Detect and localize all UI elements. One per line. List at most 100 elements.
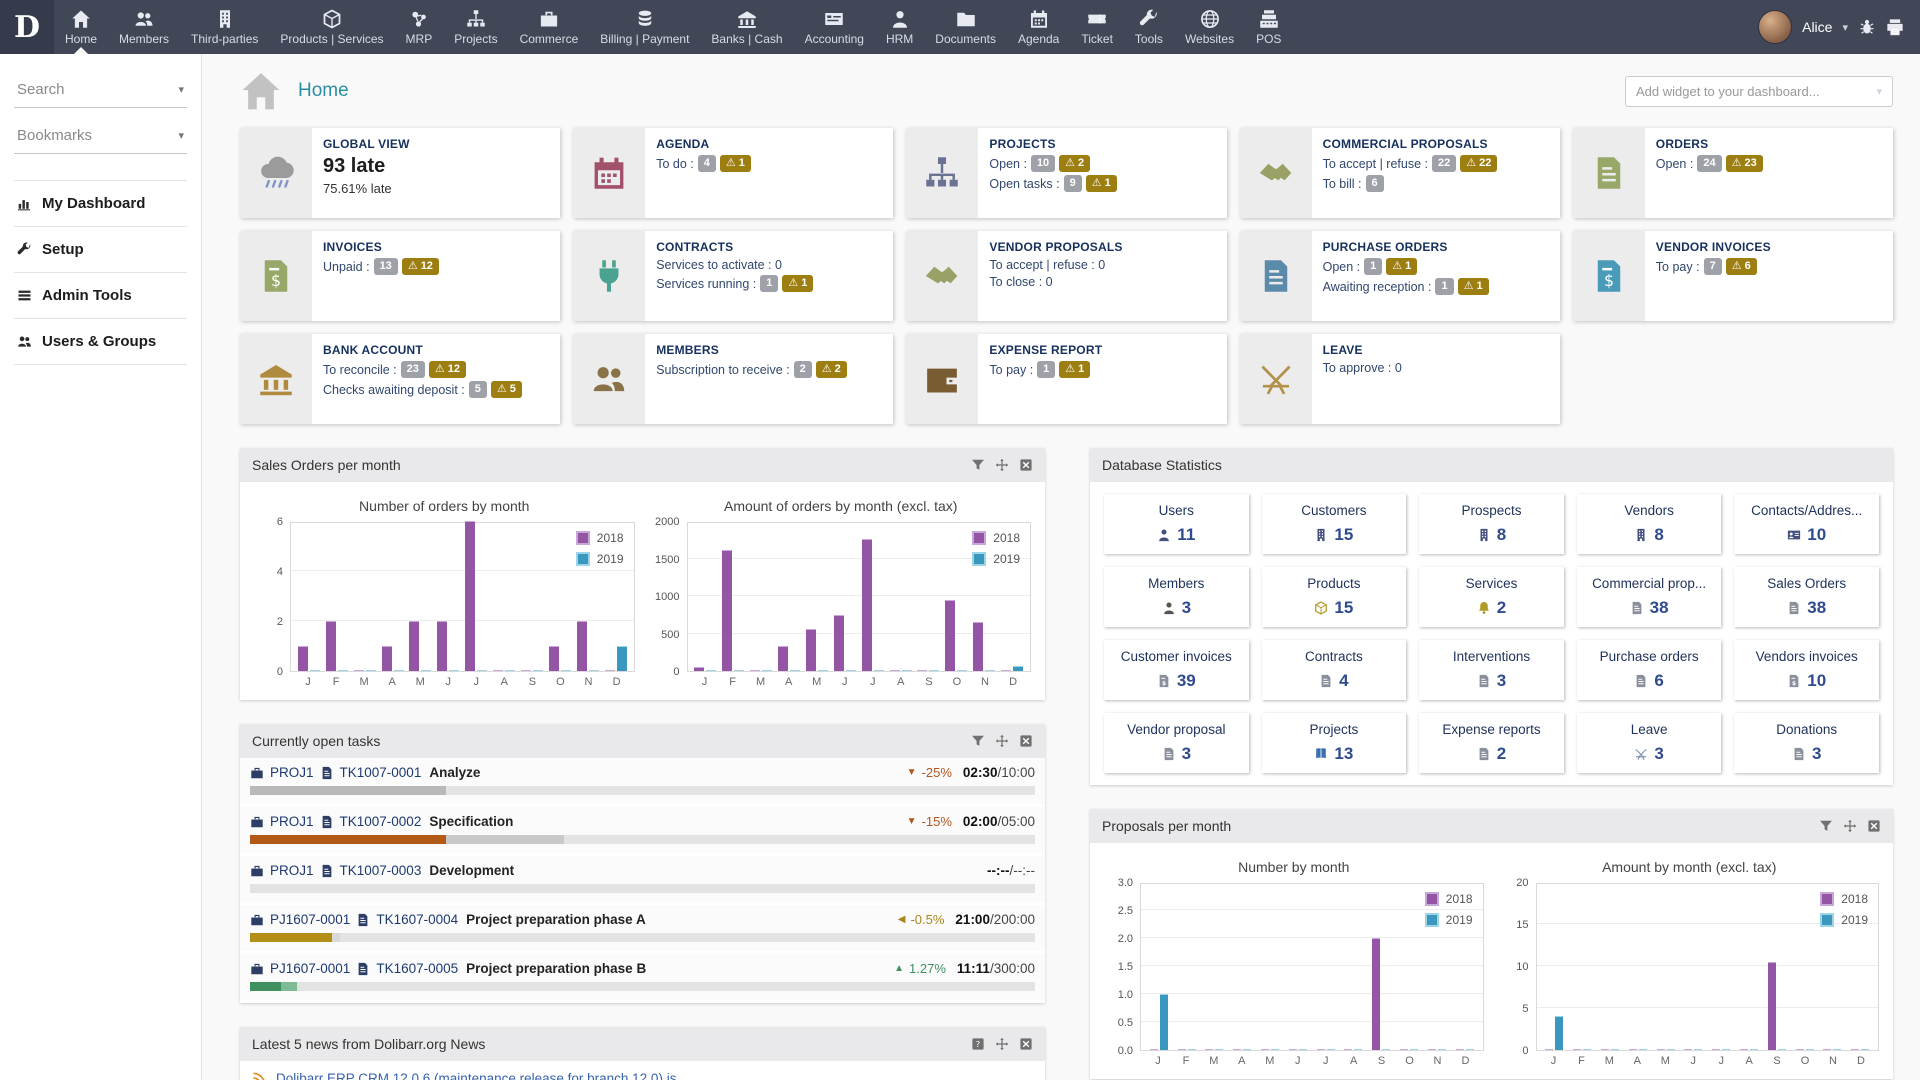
- user-avatar[interactable]: [1758, 10, 1793, 44]
- stat-box-leave[interactable]: Leave 3: [1576, 713, 1722, 773]
- stat-box-interventions[interactable]: Interventions 3: [1419, 640, 1564, 700]
- stat-box-prospects[interactable]: Prospects 8: [1419, 494, 1564, 554]
- widget-leave[interactable]: LEAVE To approve : 0: [1239, 334, 1560, 424]
- bar-group: [518, 670, 546, 671]
- move-icon[interactable]: [995, 458, 1009, 472]
- y-tick-label: 2000: [655, 516, 680, 528]
- gridline: [1141, 909, 1483, 910]
- nav-item-websites[interactable]: Websites: [1174, 0, 1245, 54]
- nav-item-third-parties[interactable]: Third-parties: [180, 0, 269, 54]
- nav-item-billing-payment[interactable]: Billing | Payment: [589, 0, 700, 54]
- widget-global-view[interactable]: GLOBAL VIEW 93 late 75.61% late: [240, 128, 561, 218]
- nav-item-agenda[interactable]: Agenda: [1007, 0, 1070, 54]
- widget-contracts[interactable]: CONTRACTS Services to activate : 0 Service…: [573, 231, 894, 321]
- move-icon[interactable]: [995, 1037, 1009, 1051]
- close-icon[interactable]: [1867, 819, 1881, 833]
- task-ref-link[interactable]: TK1007-0002: [339, 814, 422, 829]
- app-logo[interactable]: D: [0, 0, 54, 54]
- nav-item-commerce[interactable]: Commerce: [509, 0, 590, 54]
- nav-item-accounting[interactable]: Accounting: [794, 0, 875, 54]
- task-ref-link[interactable]: TK1007-0003: [339, 863, 422, 878]
- nav-item-pos[interactable]: POS: [1245, 0, 1292, 54]
- bar-2019: [1298, 1049, 1307, 1050]
- stat-box-projects[interactable]: Projects 13: [1261, 713, 1407, 773]
- nav-item-documents[interactable]: Documents: [924, 0, 1007, 54]
- sidebar-item-my-dashboard[interactable]: My Dashboard: [14, 181, 187, 227]
- task-ref-link[interactable]: TK1607-0005: [376, 961, 459, 976]
- search-dropdown[interactable]: Search ▾: [14, 72, 187, 108]
- stat-box-vendors[interactable]: Vendors 8: [1576, 494, 1722, 554]
- nav-item-tools[interactable]: Tools: [1124, 0, 1174, 54]
- nav-item-home[interactable]: Home: [54, 0, 108, 54]
- nav-item-ticket[interactable]: Ticket: [1070, 0, 1124, 54]
- widget-invoices[interactable]: INVOICES Unpaid :13 ⚠ 12: [240, 231, 561, 321]
- stat-box-services[interactable]: Services 2: [1419, 567, 1564, 627]
- task-project-link[interactable]: PROJ1: [270, 863, 314, 878]
- stat-box-expense-reports[interactable]: Expense reports 2: [1419, 713, 1564, 773]
- task-row: PROJ1 TK1007-0003 Development --:--/--:--: [240, 856, 1045, 905]
- stat-box-customers[interactable]: Customers 15: [1261, 494, 1407, 554]
- widget-title: VENDOR PROPOSALS: [989, 240, 1123, 254]
- widget-commercial-proposals[interactable]: COMMERCIAL PROPOSALS To accept | refuse :…: [1239, 128, 1560, 218]
- stat-box-users[interactable]: Users 11: [1104, 494, 1249, 554]
- widget-line: Checks awaiting deposit :5 ⚠ 5: [323, 381, 522, 398]
- task-ref-link[interactable]: TK1607-0004: [376, 912, 459, 927]
- sidebar-item-users-groups[interactable]: Users & Groups: [14, 319, 187, 365]
- stat-box-purchase-orders[interactable]: Purchase orders 6: [1576, 640, 1722, 700]
- task-project-link[interactable]: PROJ1: [270, 765, 314, 780]
- widget-vendor-proposals[interactable]: VENDOR PROPOSALS To accept | refuse : 0 To…: [906, 231, 1227, 321]
- briefcase-icon: [250, 962, 264, 976]
- widget-expense-report[interactable]: EXPENSE REPORT To pay :1 ⚠ 1: [906, 334, 1227, 424]
- close-icon[interactable]: [1019, 458, 1033, 472]
- warning-icon: ⚠: [496, 383, 507, 395]
- widget-agenda[interactable]: AGENDA To do :4 ⚠ 1: [573, 128, 894, 218]
- close-icon[interactable]: [1019, 734, 1033, 748]
- filter-icon[interactable]: [1819, 819, 1833, 833]
- filter-icon[interactable]: [971, 734, 985, 748]
- stat-box-customer-invoices[interactable]: Customer invoices 39: [1104, 640, 1249, 700]
- stat-box-members[interactable]: Members 3: [1104, 567, 1249, 627]
- widget-orders[interactable]: ORDERS Open :24 ⚠ 23: [1572, 128, 1893, 218]
- move-icon[interactable]: [995, 734, 1009, 748]
- count-badge: 1: [1037, 361, 1056, 378]
- nav-item-projects[interactable]: Projects: [443, 0, 508, 54]
- nav-item-banks-cash[interactable]: Banks | Cash: [700, 0, 793, 54]
- sidebar-item-setup[interactable]: Setup: [14, 227, 187, 273]
- user-name[interactable]: Alice: [1802, 19, 1833, 35]
- stat-number: 6: [1654, 671, 1664, 690]
- stat-box-contacts-addres[interactable]: Contacts/Addres... 10: [1734, 494, 1879, 554]
- move-icon[interactable]: [1843, 819, 1857, 833]
- printer-icon[interactable]: [1886, 18, 1904, 36]
- stat-box-sales-orders[interactable]: Sales Orders 38: [1734, 567, 1879, 627]
- help-icon[interactable]: [971, 1037, 985, 1051]
- widget-members[interactable]: MEMBERS Subscription to receive :2 ⚠ 2: [573, 334, 894, 424]
- widget-bank-account[interactable]: BANK ACCOUNT To reconcile :23 ⚠ 12 Checks aw…: [240, 334, 561, 424]
- nav-item-hrm[interactable]: HRM: [875, 0, 924, 54]
- bookmarks-dropdown[interactable]: Bookmarks ▾: [14, 118, 187, 154]
- document-icon: [320, 815, 334, 829]
- stat-box-contracts[interactable]: Contracts 4: [1261, 640, 1407, 700]
- close-icon[interactable]: [1019, 1037, 1033, 1051]
- stat-box-vendor-proposal[interactable]: Vendor proposal 3: [1104, 713, 1249, 773]
- widget-purchase-orders[interactable]: PURCHASE ORDERS Open :1 ⚠ 1 Awaiting recepti…: [1239, 231, 1560, 321]
- sidebar-item-admin-tools[interactable]: Admin Tools: [14, 273, 187, 319]
- widget-vendor-invoices[interactable]: VENDOR INVOICES To pay :7 ⚠ 6: [1572, 231, 1893, 321]
- stat-box-commercial-prop[interactable]: Commercial prop... 38: [1576, 567, 1722, 627]
- task-project-link[interactable]: PROJ1: [270, 814, 314, 829]
- chevron-down-icon[interactable]: ▾: [1842, 21, 1848, 34]
- widget-projects[interactable]: PROJECTS Open :10 ⚠ 2 Open tasks :9 ⚠ 1: [906, 128, 1227, 218]
- nav-item-members[interactable]: Members: [108, 0, 180, 54]
- task-project-link[interactable]: PJ1607-0001: [270, 912, 351, 927]
- bar-2018: [1372, 938, 1381, 1050]
- stat-box-donations[interactable]: Donations 3: [1734, 713, 1879, 773]
- task-project-link[interactable]: PJ1607-0001: [270, 961, 351, 976]
- stat-box-vendors-invoices[interactable]: Vendors invoices 10: [1734, 640, 1879, 700]
- task-ref-link[interactable]: TK1007-0001: [339, 765, 422, 780]
- nav-item-products-services[interactable]: Products | Services: [269, 0, 394, 54]
- news-link[interactable]: Dolibarr ERP CRM 12.0.6 (maintenance rel…: [276, 1071, 692, 1080]
- stat-box-products[interactable]: Products 15: [1261, 567, 1407, 627]
- filter-icon[interactable]: [971, 458, 985, 472]
- add-widget-select[interactable]: Add widget to your dashboard... ▾: [1625, 75, 1893, 107]
- nav-item-mrp[interactable]: MRP: [395, 0, 444, 54]
- bug-icon[interactable]: [1858, 18, 1876, 36]
